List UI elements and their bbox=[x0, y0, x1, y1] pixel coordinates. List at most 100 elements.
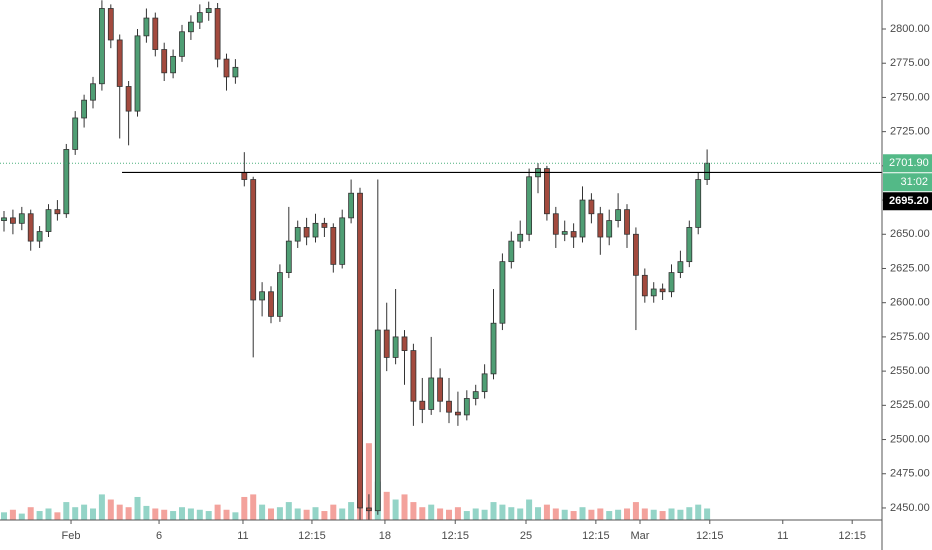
candle-body bbox=[196, 12, 203, 23]
candle-body bbox=[650, 288, 657, 297]
volume-bar bbox=[561, 509, 568, 520]
volume-bar bbox=[268, 508, 275, 520]
volume-bar bbox=[419, 507, 426, 520]
hline-tag bbox=[883, 192, 932, 211]
candle-body bbox=[161, 49, 168, 74]
volume-bar bbox=[241, 496, 248, 520]
candle-body bbox=[517, 233, 524, 242]
candle-body bbox=[624, 209, 630, 235]
candle-body bbox=[330, 227, 337, 265]
last-price-label: 2701.90 bbox=[889, 157, 929, 169]
candle-body bbox=[18, 213, 25, 224]
volume-bar bbox=[383, 491, 390, 520]
volume-bar bbox=[312, 507, 319, 520]
candle-body bbox=[45, 209, 52, 232]
volume-bar bbox=[276, 507, 283, 520]
candle-body bbox=[339, 217, 346, 265]
x-tick-label: 25 bbox=[520, 530, 532, 542]
volume-bar bbox=[677, 509, 684, 520]
volume-bar bbox=[27, 507, 34, 520]
candle-body bbox=[490, 322, 497, 375]
volume-bar bbox=[695, 504, 702, 520]
candle-body bbox=[10, 217, 16, 224]
volume-bar bbox=[107, 499, 114, 520]
volume-bar bbox=[641, 508, 648, 520]
candle-body bbox=[695, 179, 702, 228]
candle-body bbox=[419, 400, 426, 410]
hline-label: 2695.20 bbox=[889, 195, 929, 207]
candle-body bbox=[615, 209, 622, 221]
volume-bar bbox=[517, 508, 524, 520]
volume-bar bbox=[250, 494, 257, 520]
volume-bar bbox=[170, 511, 177, 520]
candle-body bbox=[597, 213, 604, 238]
candle-body bbox=[285, 240, 292, 273]
volume-bar bbox=[161, 509, 168, 520]
candle-body bbox=[472, 391, 479, 399]
x-tick-label: 18 bbox=[379, 530, 391, 542]
candle-body bbox=[36, 231, 43, 242]
candle-body bbox=[704, 162, 711, 180]
candle-body bbox=[383, 329, 390, 358]
volume-bar bbox=[472, 508, 479, 520]
volume-bar bbox=[624, 508, 631, 520]
y-tick-label: 2800.00 bbox=[890, 23, 930, 35]
candle-body bbox=[223, 58, 230, 78]
volume-bar bbox=[428, 504, 435, 520]
volume-bar bbox=[303, 509, 310, 520]
candle-body bbox=[570, 231, 577, 238]
volume-bar bbox=[348, 502, 355, 520]
volume-bar bbox=[143, 505, 150, 520]
x-tick-label: Feb bbox=[62, 530, 81, 542]
volume-bar bbox=[187, 508, 194, 520]
x-tick-label: 11 bbox=[237, 530, 248, 542]
candle-body bbox=[410, 350, 417, 402]
volume-bar bbox=[205, 511, 212, 520]
volume-bar bbox=[179, 507, 186, 520]
candle-body bbox=[677, 261, 684, 273]
volume-bar bbox=[365, 443, 372, 520]
candle-body bbox=[241, 172, 248, 180]
last-price-tag bbox=[883, 154, 932, 173]
volume-bar bbox=[134, 496, 141, 520]
volume-bar bbox=[535, 507, 542, 520]
candle-body bbox=[303, 227, 310, 238]
candle-body bbox=[321, 222, 328, 228]
y-tick-label: 2450.00 bbox=[890, 502, 930, 514]
candle-body bbox=[134, 35, 141, 112]
volume-bar bbox=[401, 494, 408, 520]
volume-bar bbox=[659, 511, 666, 520]
candle-body bbox=[72, 117, 79, 150]
x-tick-label: 12:15 bbox=[298, 530, 326, 542]
volume-bar bbox=[650, 509, 657, 520]
volume-bar bbox=[339, 508, 346, 520]
y-tick-label: 2625.00 bbox=[890, 262, 930, 274]
candle-body bbox=[125, 86, 132, 112]
candle-body bbox=[259, 291, 266, 301]
candle-body bbox=[90, 83, 96, 101]
countdown-tag bbox=[883, 173, 932, 192]
candle-body bbox=[446, 400, 452, 413]
candle-body bbox=[63, 149, 70, 215]
candle-body bbox=[686, 227, 693, 263]
candle-body bbox=[116, 39, 123, 87]
x-tick-label: 12:15 bbox=[441, 530, 469, 542]
volume-bar bbox=[18, 513, 25, 520]
volume-bar bbox=[54, 512, 61, 520]
candle-body bbox=[428, 377, 435, 410]
candle-body bbox=[668, 272, 675, 293]
candle-body bbox=[366, 507, 372, 512]
candle-body bbox=[508, 240, 515, 263]
y-tick-label: 2725.00 bbox=[890, 126, 930, 138]
volume-bar bbox=[508, 507, 515, 520]
x-tick-label: 11 bbox=[777, 530, 788, 542]
volume-bar bbox=[152, 508, 159, 520]
volume-bar bbox=[45, 508, 52, 520]
volume-bar bbox=[330, 504, 337, 520]
volume-bar bbox=[72, 507, 79, 520]
candle-body bbox=[579, 199, 586, 238]
y-tick-label: 2500.00 bbox=[890, 433, 930, 445]
volume-bar bbox=[116, 504, 123, 520]
